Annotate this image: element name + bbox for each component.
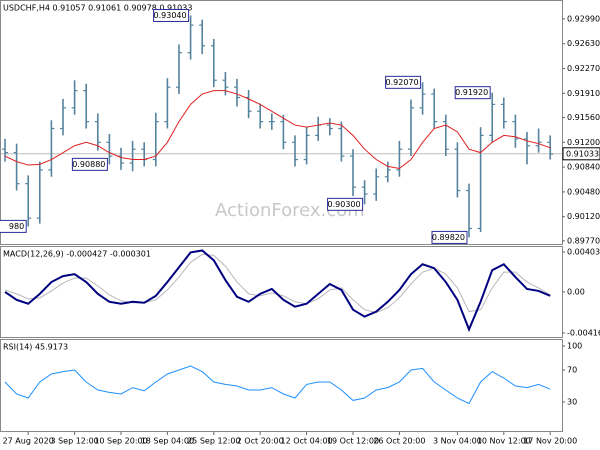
macd-panel bbox=[0, 246, 563, 338]
x-tick-label: 18 Sep 04:00 bbox=[141, 437, 194, 446]
x-tick-label: 17 Nov 20:00 bbox=[523, 437, 577, 446]
macd-title: MACD(12,26,9) -0.000427 -0.000301 bbox=[3, 250, 151, 259]
price-label: 0.89820 bbox=[432, 233, 465, 242]
macd-line bbox=[4, 249, 551, 333]
last-price-box bbox=[562, 147, 600, 161]
rsi-panel bbox=[0, 339, 563, 432]
x-tick-label: 19 Oct 12:00 bbox=[327, 437, 379, 446]
price-label-box bbox=[0, 219, 27, 233]
y-tick-label: 0.92990 bbox=[567, 14, 600, 23]
y-tick-label: 0.92630 bbox=[567, 39, 600, 48]
y-tick-label: 0.92270 bbox=[567, 64, 600, 73]
price-label-box bbox=[431, 230, 468, 244]
y-tick-label: 0.00 bbox=[567, 287, 585, 296]
x-tick-label: 2 Oct 20:00 bbox=[237, 437, 284, 446]
price-label: 980 bbox=[9, 222, 24, 231]
y-tick-label: 30 bbox=[567, 398, 577, 407]
y-tick-label: 0.004039 bbox=[567, 248, 600, 257]
y-tick-label: 0.90840 bbox=[567, 163, 600, 172]
price-label-box bbox=[385, 75, 422, 89]
price-label: 0.91920 bbox=[455, 88, 488, 97]
y-tick-label: 0.91200 bbox=[567, 138, 600, 147]
price-label: 0.90880 bbox=[72, 160, 105, 169]
price-label: 0.93040 bbox=[154, 11, 187, 20]
x-tick-label: 10 Sep 20:00 bbox=[94, 437, 147, 446]
x-tick-label: 3 Nov 04:00 bbox=[433, 437, 482, 446]
x-tick-label: 3 Sep 12:00 bbox=[50, 437, 98, 446]
y-tick-label: 0.91560 bbox=[567, 113, 600, 122]
main-title: USDCHF,H4 0.91057 0.91061 0.90978 0.9103… bbox=[3, 4, 192, 13]
y-tick-label: 100 bbox=[567, 342, 582, 351]
y-tick-label: 0.91910 bbox=[567, 89, 600, 98]
price-label: 0.90300 bbox=[328, 200, 361, 209]
price-label-box bbox=[153, 8, 190, 22]
x-tick-label: 27 Aug 2020 bbox=[3, 437, 54, 446]
last-price-label: 0.91033 bbox=[566, 149, 599, 158]
rsi-line bbox=[4, 365, 551, 405]
x-tick-label: 12 Oct 04:00 bbox=[281, 437, 333, 446]
y-tick-label: -0.00416 bbox=[567, 328, 600, 337]
y-tick-label: 0.89770 bbox=[567, 236, 600, 245]
price-label-box bbox=[327, 197, 364, 211]
y-tick-label: 70 bbox=[567, 366, 577, 375]
x-tick-label: 25 Sep 12:00 bbox=[187, 437, 240, 446]
x-tick-label: 10 Nov 12:00 bbox=[477, 437, 531, 446]
moving-average bbox=[4, 90, 551, 170]
rsi-title: RSI(14) 45.9173 bbox=[3, 343, 68, 352]
x-tick-label: 26 Oct 20:00 bbox=[373, 437, 425, 446]
y-tick-label: 0.90120 bbox=[567, 212, 600, 221]
price-label-box bbox=[71, 157, 108, 171]
y-tick-label: 0.90480 bbox=[567, 187, 600, 196]
price-label: 0.92070 bbox=[386, 78, 419, 87]
price-label-box bbox=[454, 86, 491, 100]
